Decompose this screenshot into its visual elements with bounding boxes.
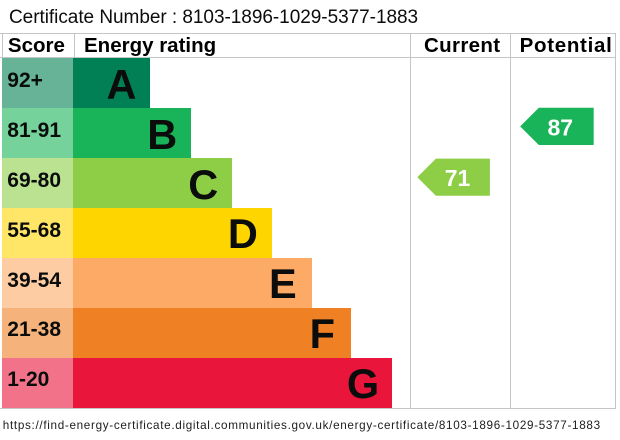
svg-text:87: 87: [548, 114, 574, 140]
svg-text:71: 71: [445, 165, 471, 191]
